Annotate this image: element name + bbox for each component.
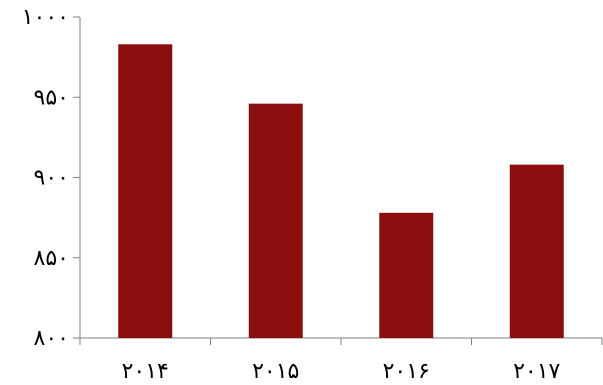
bar-0 (118, 44, 173, 338)
y-tick-label: ۹۵۰ (34, 85, 69, 110)
y-tick-label: ۸۰۰ (34, 326, 69, 351)
y-tick-label: ۹۰۰ (34, 166, 69, 191)
bar-2 (379, 212, 434, 338)
bar-3 (509, 164, 564, 338)
x-tick-label: ۲۰۱۶ (383, 359, 430, 384)
x-tick-label: ۲۰۱۴ (122, 359, 169, 384)
x-tick-label: ۲۰۱۷ (513, 359, 560, 384)
bar-1 (248, 103, 303, 338)
y-tick-label: ۸۵۰ (34, 246, 69, 271)
x-tick-label: ۲۰۱۵ (252, 359, 299, 384)
y-tick-label: ۱۰۰۰ (22, 5, 69, 30)
